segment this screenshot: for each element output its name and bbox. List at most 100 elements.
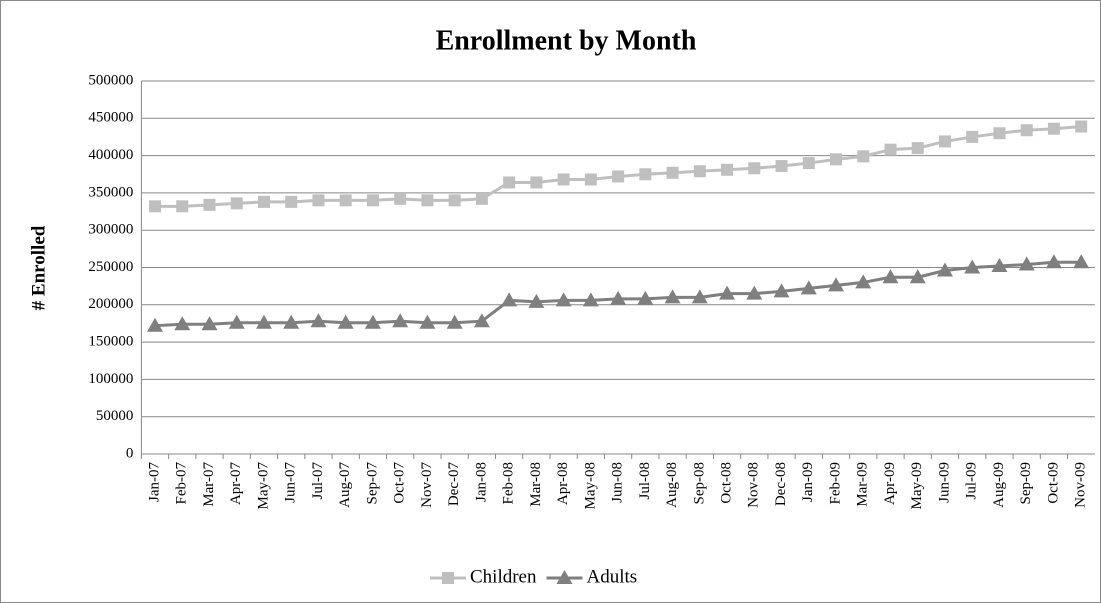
marker (364, 314, 381, 329)
x-tick-label: Jun-09 (936, 462, 952, 503)
x-tick-label: Jul-08 (637, 462, 653, 500)
x-tick-label: Feb-07 (174, 462, 190, 505)
x-tick-label: Oct-08 (718, 462, 734, 504)
marker (230, 197, 243, 210)
marker (339, 194, 352, 207)
y-tick-label: 50000 (96, 408, 134, 424)
y-tick-label: 500000 (88, 72, 133, 88)
marker (800, 280, 817, 295)
marker (176, 200, 189, 213)
marker (1045, 254, 1062, 269)
marker (828, 277, 845, 292)
marker (664, 289, 681, 304)
y-tick-label: 150000 (88, 334, 133, 350)
marker (746, 285, 763, 300)
y-tick-label: 0 (126, 445, 134, 461)
marker (802, 157, 815, 170)
marker (530, 176, 543, 189)
legend-marker (442, 572, 454, 584)
marker (584, 173, 597, 186)
marker (993, 127, 1006, 140)
marker (830, 153, 843, 166)
marker (257, 195, 270, 208)
marker (582, 292, 599, 307)
marker (366, 194, 379, 207)
x-tick-label: Dec-08 (773, 462, 789, 506)
legend-marker (556, 570, 573, 584)
marker (775, 160, 788, 173)
y-tick-label: 400000 (88, 147, 133, 163)
marker (610, 290, 627, 305)
marker (639, 168, 652, 181)
x-tick-label: Apr-07 (228, 462, 244, 506)
x-tick-label: Dec-07 (446, 462, 462, 507)
marker (1018, 256, 1035, 271)
marker (473, 313, 490, 328)
marker (448, 194, 461, 207)
x-tick-label: Mar-09 (855, 462, 871, 507)
marker (201, 316, 218, 331)
marker (394, 192, 407, 205)
marker (501, 292, 518, 307)
x-tick-label: Mar-07 (201, 462, 217, 507)
marker (149, 200, 162, 213)
x-tick-label: May-07 (255, 462, 271, 510)
marker (337, 314, 354, 329)
marker (911, 142, 924, 155)
marker (693, 165, 706, 178)
x-tick-label: Sep-09 (1018, 462, 1034, 505)
x-tick-label: Aug-07 (337, 462, 353, 508)
y-tick-label: 250000 (88, 259, 133, 275)
marker (855, 274, 872, 289)
legend-label: Children (470, 566, 537, 587)
marker (475, 192, 488, 205)
marker (966, 130, 979, 143)
x-tick-label: Apr-08 (555, 462, 571, 505)
x-tick-label: Jan-09 (800, 462, 816, 502)
marker (174, 316, 191, 331)
marker (909, 269, 926, 284)
x-tick-label: Jan-08 (473, 462, 489, 502)
marker (203, 198, 216, 211)
y-axis-label: # Enrolled (28, 225, 49, 310)
marker (991, 258, 1008, 273)
marker (721, 163, 734, 176)
x-tick-label: Jun-08 (610, 462, 626, 503)
marker (936, 262, 953, 277)
marker (857, 150, 870, 163)
chart-title: Enrollment by Month (436, 25, 697, 56)
x-tick-label: Sep-08 (691, 462, 707, 505)
marker (1020, 124, 1033, 137)
x-tick-label: Nov-07 (419, 462, 435, 508)
marker (557, 173, 570, 186)
marker (964, 259, 981, 274)
marker (637, 290, 654, 305)
x-tick-label: Aug-08 (664, 462, 680, 508)
y-tick-label: 200000 (88, 296, 133, 312)
x-tick-label: Oct-07 (392, 462, 408, 504)
y-tick-label: 300000 (88, 222, 133, 238)
marker (666, 166, 679, 179)
x-tick-label: Feb-09 (827, 462, 843, 505)
x-tick-label: Jul-07 (310, 462, 326, 500)
marker (612, 170, 625, 183)
marker (691, 289, 708, 304)
x-tick-label: Aug-09 (991, 462, 1007, 508)
marker (255, 314, 272, 329)
marker (228, 314, 245, 329)
marker (147, 317, 164, 332)
marker (528, 293, 545, 308)
x-tick-label: Apr-09 (882, 462, 898, 505)
x-tick-label: Oct-09 (1045, 462, 1061, 504)
marker (310, 313, 327, 328)
y-tick-label: 450000 (88, 110, 133, 126)
y-tick-label: 350000 (88, 184, 133, 200)
marker (283, 314, 300, 329)
x-tick-label: May-08 (582, 462, 598, 510)
x-tick-label: Feb-08 (501, 462, 517, 505)
x-tick-label: Sep-07 (364, 462, 380, 505)
marker (312, 194, 325, 207)
marker (446, 314, 463, 329)
marker (555, 292, 572, 307)
